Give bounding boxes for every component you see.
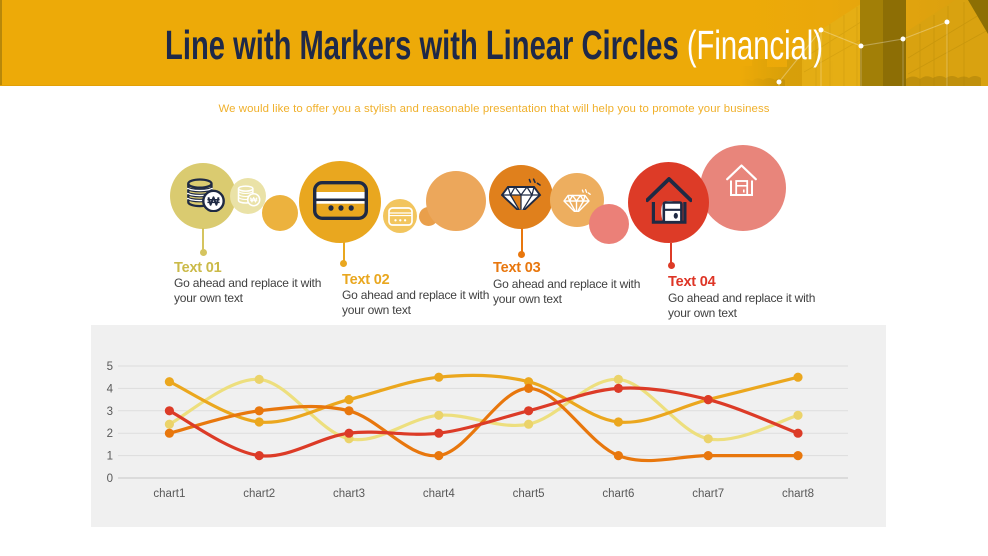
svg-text:chart5: chart5 bbox=[513, 488, 545, 500]
svg-text:chart8: chart8 bbox=[782, 488, 814, 500]
svg-text:chart7: chart7 bbox=[692, 488, 724, 500]
svg-text:5: 5 bbox=[107, 361, 113, 373]
svg-text:4: 4 bbox=[107, 383, 114, 395]
svg-text:chart1: chart1 bbox=[153, 488, 185, 500]
svg-text:chart2: chart2 bbox=[243, 488, 275, 500]
svg-text:3: 3 bbox=[107, 406, 113, 418]
svg-text:chart6: chart6 bbox=[602, 488, 634, 500]
svg-text:0: 0 bbox=[107, 473, 113, 485]
svg-text:chart4: chart4 bbox=[423, 488, 456, 500]
svg-text:1: 1 bbox=[107, 451, 113, 463]
svg-text:chart3: chart3 bbox=[333, 488, 365, 500]
svg-text:2: 2 bbox=[107, 428, 113, 440]
